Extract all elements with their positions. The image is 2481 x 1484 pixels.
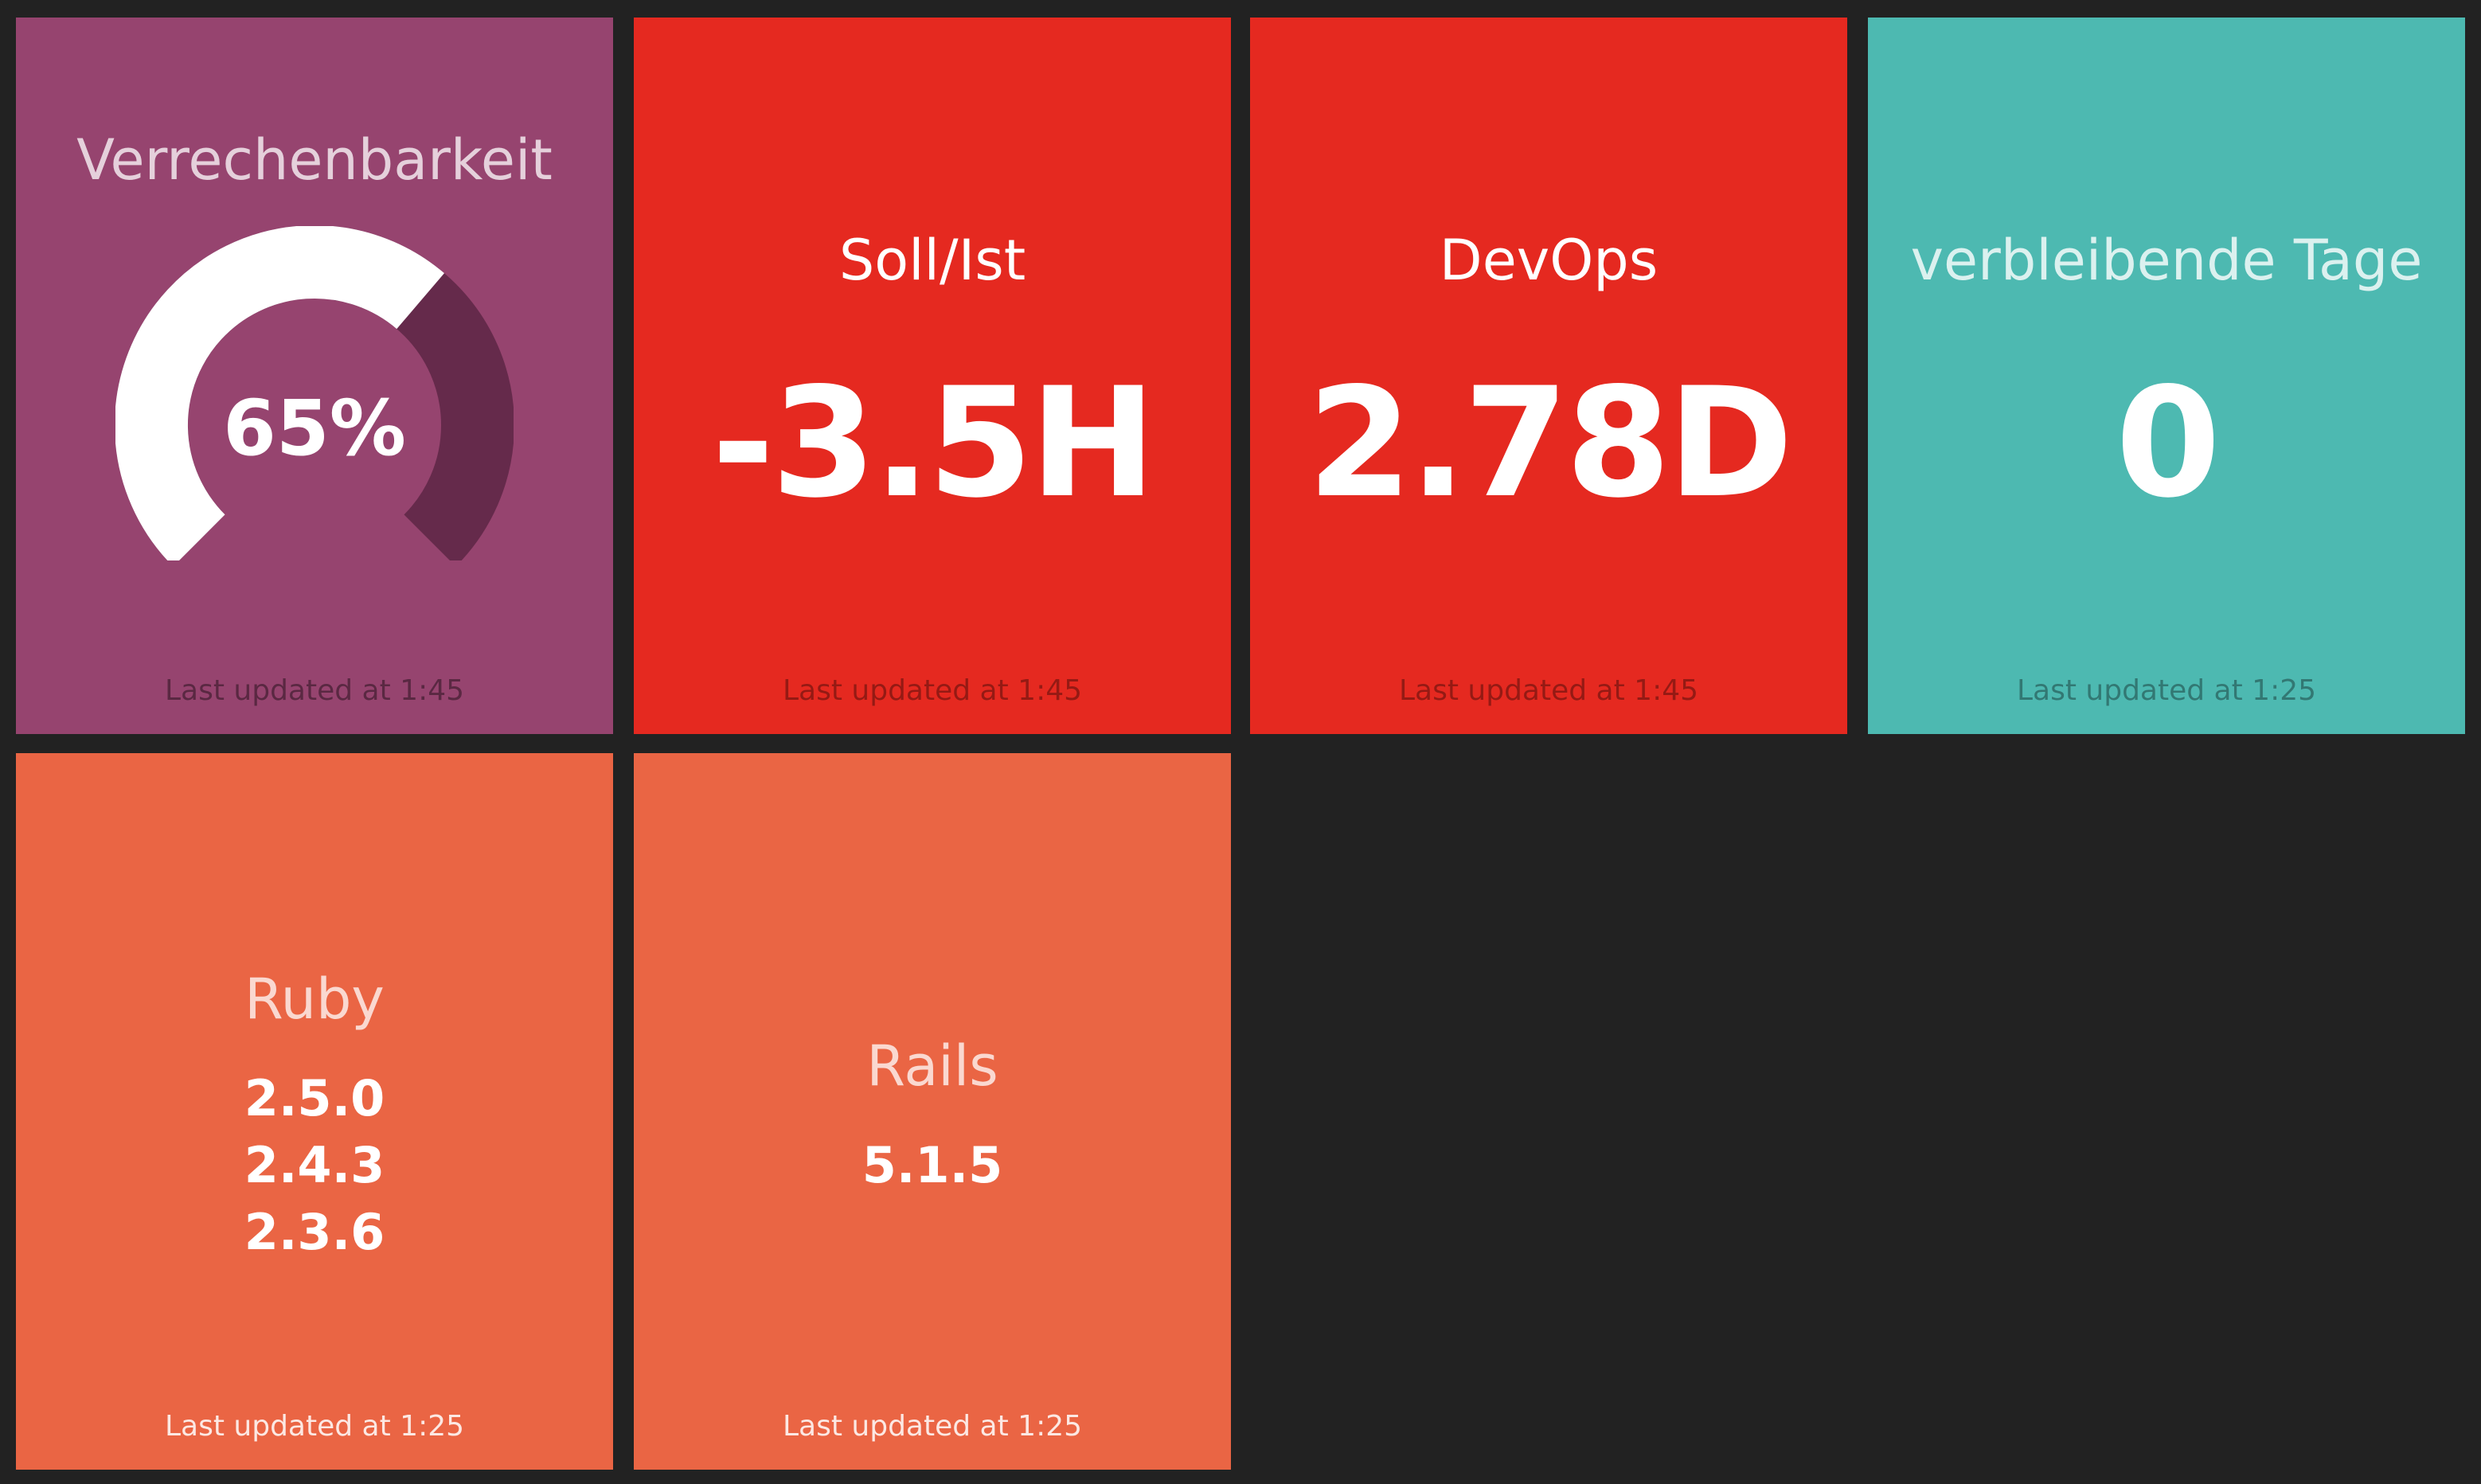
widget-title: Rails [866, 1033, 998, 1099]
last-updated: Last updated at 1:25 [2016, 674, 2317, 707]
widget-soll-ist: Soll/Ist -3.5H Last updated at 1:45 [634, 18, 1231, 734]
last-updated: Last updated at 1:45 [782, 674, 1083, 707]
gauge-fill [115, 226, 444, 560]
widget-title: Verrechenbarkeit [76, 127, 553, 193]
widget-title: Soll/Ist [838, 228, 1026, 293]
widget-value: 0 [2115, 355, 2221, 531]
widget-title: verbleibende Tage [1910, 228, 2423, 293]
widget-verbleibende-tage: verbleibende Tage 0 Last updated at 1:25 [1868, 18, 2465, 734]
widget-value: -3.5H [711, 355, 1156, 531]
widget-verrechenbarkeit: Verrechenbarkeit 65% Last updated at 1:4… [16, 18, 613, 734]
last-updated: Last updated at 1:25 [782, 1410, 1083, 1443]
list-item: 2.4.3 [244, 1136, 385, 1194]
widget-title: Ruby [244, 967, 385, 1032]
widget-title: DevOps [1439, 228, 1659, 293]
last-updated: Last updated at 1:25 [164, 1410, 465, 1443]
list-item: 2.3.6 [244, 1203, 385, 1261]
gauge-value: 65% [223, 384, 406, 473]
gauge-meter [115, 226, 514, 560]
list-item: 5.1.5 [862, 1136, 1003, 1194]
widget-value: 2.78D [1307, 355, 1794, 531]
last-updated: Last updated at 1:45 [164, 674, 465, 707]
widget-ruby: Ruby 2.5.0 2.4.3 2.3.6 Last updated at 1… [16, 753, 613, 1470]
version-list: 2.5.0 2.4.3 2.3.6 [16, 1065, 613, 1266]
widget-devops: DevOps 2.78D Last updated at 1:45 [1250, 18, 1847, 734]
list-item: 2.5.0 [244, 1069, 385, 1127]
last-updated: Last updated at 1:45 [1398, 674, 1699, 707]
version-list: 5.1.5 [634, 1132, 1231, 1199]
widget-rails: Rails 5.1.5 Last updated at 1:25 [634, 753, 1231, 1470]
